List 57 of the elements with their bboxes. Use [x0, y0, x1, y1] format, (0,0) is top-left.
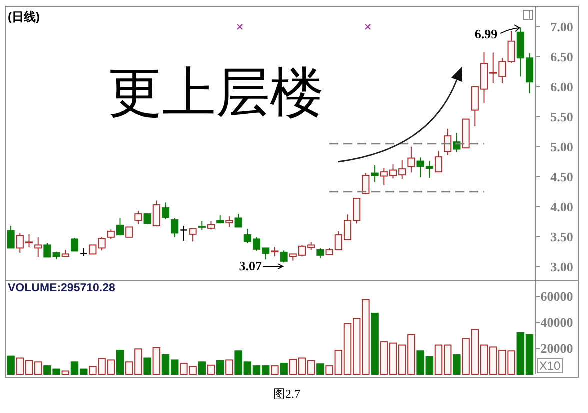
y-tick-label: 6.50 — [550, 50, 574, 65]
candlestick — [171, 218, 179, 238]
y-tick-label: 4.00 — [550, 199, 574, 214]
bar — [62, 370, 70, 375]
candlestick — [508, 30, 516, 64]
y-tick-label: 5.50 — [550, 109, 574, 124]
candlestick — [434, 150, 443, 173]
candlestick — [70, 238, 79, 252]
candlestick — [362, 172, 370, 195]
y-tick-label: 3.50 — [550, 229, 574, 244]
bar — [198, 362, 206, 375]
y-tick-label: 6.00 — [550, 79, 574, 94]
candlestick — [126, 226, 134, 238]
bar — [144, 358, 152, 375]
candlestick — [34, 236, 42, 258]
candlestick — [226, 216, 234, 228]
candlestick — [116, 218, 124, 236]
candlestick — [234, 214, 242, 228]
bar — [207, 364, 216, 375]
chart-title: VOLUME:295710.28 — [8, 282, 116, 294]
candlestick — [444, 128, 452, 156]
candlestick — [280, 250, 288, 264]
annotation: 3.07 — [239, 258, 263, 274]
bar — [116, 350, 124, 375]
bar — [7, 356, 15, 375]
bar — [152, 347, 161, 375]
y-tick-label: 20000 — [540, 341, 574, 356]
candlestick — [271, 246, 279, 258]
candlestick — [162, 202, 170, 220]
bar — [216, 360, 224, 375]
candlestick — [189, 228, 197, 242]
y-tick-label: 3.00 — [550, 259, 574, 274]
y-tick-label: 5.00 — [550, 139, 574, 154]
candlestick — [180, 226, 188, 242]
chart-title: (日线) — [8, 10, 40, 24]
y-tick-label: 40000 — [540, 315, 574, 330]
bar — [371, 312, 379, 375]
candlestick — [152, 200, 160, 228]
y-tick-label: 4.50 — [550, 169, 574, 184]
annotation: 6.99 — [474, 26, 498, 42]
candlestick — [134, 210, 142, 225]
bar — [280, 362, 288, 375]
candlestick — [44, 242, 52, 258]
bar — [453, 354, 461, 375]
candlestick — [316, 248, 324, 259]
y-tick-label: 60000 — [540, 289, 574, 304]
candlestick — [7, 226, 15, 249]
bar — [316, 364, 324, 375]
annotation: 更上层楼 — [108, 63, 324, 123]
bar — [226, 360, 234, 375]
candlestick — [98, 236, 106, 252]
caption: 图2.7 — [274, 387, 300, 401]
candlestick — [408, 146, 416, 174]
y-tick-label: 7.00 — [550, 20, 574, 35]
candlestick — [371, 164, 379, 183]
bar — [271, 366, 279, 375]
candlestick — [107, 229, 115, 240]
